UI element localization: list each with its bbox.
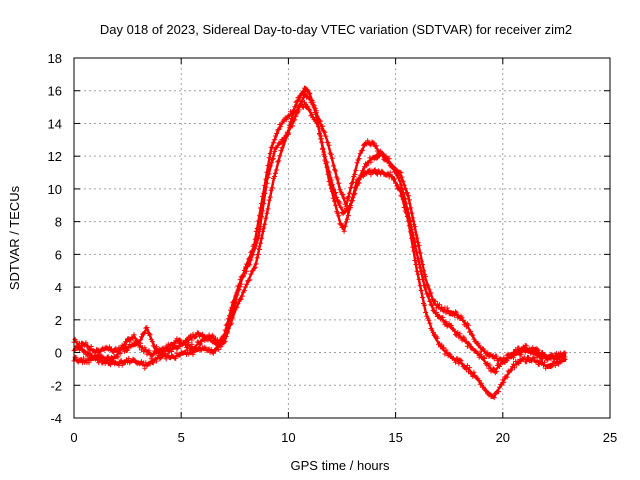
- y-tick-label: 14: [48, 116, 62, 131]
- tick-layer: 0 5 10 15 20 25 -4 -2 0 2 4 6 8 10 12 14 16 18: [48, 51, 618, 445]
- x-tick-label: 5: [178, 430, 185, 445]
- y-tick-label: 10: [48, 182, 62, 197]
- series-3: [71, 99, 568, 366]
- y-tick-label: 16: [48, 84, 62, 99]
- x-tick-label: 0: [70, 430, 77, 445]
- x-tick-label: 15: [388, 430, 402, 445]
- x-tick-label: 20: [496, 430, 510, 445]
- y-tick-label: 12: [48, 149, 62, 164]
- y-tick-label: 18: [48, 51, 62, 66]
- y-axis-label: SDTVAR / TECUs: [7, 185, 22, 290]
- grid-layer: [74, 58, 610, 418]
- y-tick-label: 4: [55, 280, 62, 295]
- y-tick-label: 2: [55, 313, 62, 328]
- series-markers: [71, 99, 568, 366]
- y-tick-label: 8: [55, 215, 62, 230]
- x-tick-label: 25: [603, 430, 617, 445]
- plot-frame: [73, 57, 611, 419]
- x-axis-label: GPS time / hours: [291, 458, 390, 473]
- chart-title: Day 018 of 2023, Sidereal Day-to-day VTE…: [100, 22, 572, 37]
- x-tick-label: 10: [281, 430, 295, 445]
- y-tick-label: -4: [50, 411, 62, 426]
- y-tick-label: -2: [50, 378, 62, 393]
- y-tick-label: 0: [55, 346, 62, 361]
- y-tick-label: 6: [55, 247, 62, 262]
